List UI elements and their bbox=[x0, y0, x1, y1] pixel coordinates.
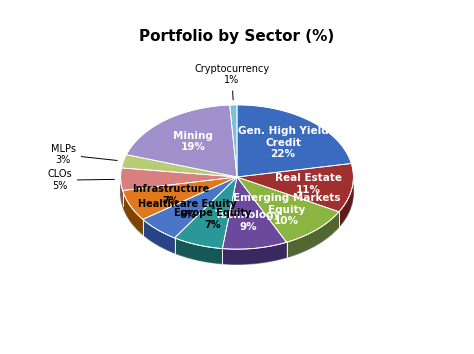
Polygon shape bbox=[237, 105, 351, 177]
Text: Emerging Markets
Equity
10%: Emerging Markets Equity 10% bbox=[233, 193, 340, 226]
Text: MLPs
3%: MLPs 3% bbox=[51, 144, 117, 165]
Polygon shape bbox=[222, 177, 287, 249]
Polygon shape bbox=[126, 105, 237, 177]
Polygon shape bbox=[143, 219, 174, 253]
Polygon shape bbox=[287, 212, 339, 257]
Text: Mining
19%: Mining 19% bbox=[173, 131, 213, 153]
Polygon shape bbox=[174, 177, 237, 249]
Polygon shape bbox=[120, 168, 237, 190]
Polygon shape bbox=[339, 178, 354, 227]
Polygon shape bbox=[222, 242, 287, 264]
Polygon shape bbox=[120, 177, 123, 206]
Text: Gen. High Yield
Credit
22%: Gen. High Yield Credit 22% bbox=[237, 126, 328, 159]
Text: Infrastructure
7%: Infrastructure 7% bbox=[132, 184, 210, 206]
Polygon shape bbox=[174, 238, 222, 264]
Text: Europe Equity
7%: Europe Equity 7% bbox=[174, 208, 251, 230]
Polygon shape bbox=[123, 177, 237, 219]
Text: Real Estate
11%: Real Estate 11% bbox=[275, 173, 342, 195]
Title: Portfolio by Sector (%): Portfolio by Sector (%) bbox=[139, 29, 335, 44]
Polygon shape bbox=[143, 177, 237, 238]
Polygon shape bbox=[237, 177, 339, 242]
Text: Cryptocurrency
1%: Cryptocurrency 1% bbox=[194, 64, 269, 100]
Text: Healthcare Equity
6%: Healthcare Equity 6% bbox=[138, 199, 237, 221]
Polygon shape bbox=[123, 190, 143, 235]
Ellipse shape bbox=[120, 120, 354, 264]
Polygon shape bbox=[237, 164, 354, 212]
Text: CLOs
5%: CLOs 5% bbox=[47, 170, 114, 191]
Text: Technology
9%: Technology 9% bbox=[215, 210, 282, 232]
Polygon shape bbox=[121, 155, 237, 177]
Polygon shape bbox=[230, 105, 237, 177]
